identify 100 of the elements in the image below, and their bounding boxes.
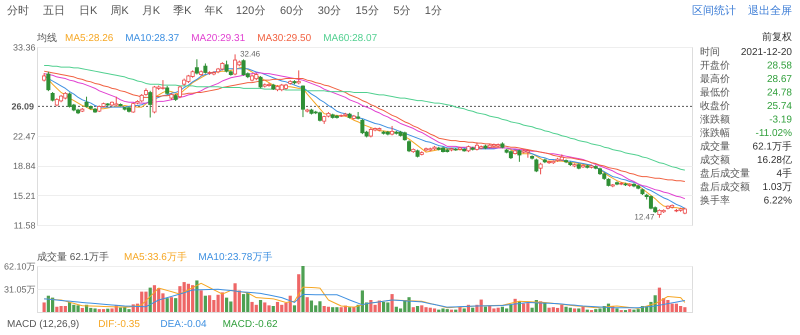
text: DEA:-0.04	[160, 319, 207, 330]
text: 收盘价	[700, 100, 730, 112]
text: 盘后成交量	[700, 168, 750, 180]
bar	[306, 297, 309, 312]
text: 前复权	[762, 31, 792, 43]
text: 16.28亿	[756, 155, 792, 166]
bar	[505, 308, 508, 312]
text: 60分	[280, 5, 304, 17]
candlestick	[50, 92, 55, 102]
bar	[216, 294, 220, 312]
bar	[118, 308, 122, 312]
bar	[297, 274, 300, 312]
bar	[496, 308, 500, 312]
text: 涨跌幅	[700, 127, 730, 139]
text: -3.19	[769, 114, 792, 126]
bar	[276, 302, 280, 312]
bar	[246, 292, 250, 312]
y-tick-label: 18.84	[12, 161, 36, 172]
bar	[93, 308, 97, 312]
text: 区间统计	[692, 4, 736, 17]
bar	[484, 306, 488, 312]
text: 月K	[142, 5, 161, 17]
bar	[200, 290, 203, 312]
text: MA10:23.78万手	[198, 251, 272, 263]
bar	[72, 304, 76, 312]
candlestick	[360, 118, 364, 135]
candlestick	[84, 96, 89, 108]
candlestick	[407, 140, 412, 153]
bar	[80, 308, 84, 312]
text: MA20:29.31	[191, 33, 246, 44]
candlestick	[648, 194, 653, 210]
bar	[420, 305, 424, 312]
text: MACD:-0.62	[222, 319, 278, 330]
bar	[166, 298, 169, 312]
candlestick	[296, 70, 301, 85]
bar	[480, 300, 483, 312]
bar	[204, 296, 207, 312]
annotation: 12.47	[634, 212, 655, 222]
text: 退出全屏	[748, 4, 792, 17]
text: 25.74	[766, 101, 792, 112]
y-tick-label: 33.36	[12, 42, 36, 52]
text: 开盘价	[700, 60, 730, 72]
bar	[348, 307, 352, 312]
bar	[267, 305, 271, 312]
bar	[292, 305, 296, 312]
bar	[102, 309, 106, 312]
text: 季K	[173, 4, 192, 17]
text: -11.02%	[755, 128, 792, 139]
candlestick	[68, 92, 72, 108]
bar	[250, 302, 254, 312]
bar	[76, 305, 80, 312]
bar	[543, 302, 546, 312]
candlestick	[390, 125, 394, 136]
text: 涨跌额	[700, 114, 730, 126]
bar	[471, 308, 474, 312]
text: 28.67	[766, 74, 792, 85]
ref-line-label: 26.09	[11, 101, 34, 112]
bar	[598, 308, 602, 312]
text: MA60:28.07	[323, 33, 378, 44]
bar	[242, 294, 246, 312]
bar	[331, 307, 334, 312]
bar	[310, 300, 314, 312]
candlestick	[46, 71, 50, 92]
bar	[394, 306, 398, 312]
y-tick-label: 22.47	[12, 132, 36, 142]
bar	[89, 308, 92, 312]
text: 28.58	[766, 60, 792, 72]
text: DIF:-0.35	[98, 319, 140, 330]
bar	[509, 304, 512, 312]
bar	[462, 308, 466, 312]
bar	[428, 308, 432, 312]
text: 分时	[7, 4, 29, 17]
text: MACD (12,26,9)	[7, 319, 80, 330]
text: 1.03万	[762, 182, 792, 193]
bar	[68, 302, 72, 312]
bar	[170, 297, 174, 312]
bar	[340, 307, 343, 312]
bar	[564, 306, 568, 312]
text: 120分	[236, 5, 266, 17]
text: 最低价	[700, 86, 730, 98]
text: 年K	[204, 5, 224, 17]
candlestick	[300, 84, 305, 118]
bar	[556, 308, 560, 312]
bar	[55, 306, 58, 312]
bar	[220, 292, 224, 312]
bar	[322, 306, 326, 312]
text: 5分	[393, 5, 410, 17]
candlestick	[242, 58, 246, 76]
text: MA5:33.6万手	[124, 251, 187, 263]
bar	[500, 306, 504, 312]
bar	[59, 306, 63, 312]
text: 4手	[776, 168, 792, 180]
bar	[386, 302, 390, 312]
text: 时间	[700, 46, 720, 58]
text: 1分	[424, 5, 442, 17]
text: 最高价	[700, 73, 730, 85]
bar	[488, 306, 492, 312]
bar	[110, 308, 114, 312]
bar	[572, 308, 576, 312]
bar	[174, 298, 178, 312]
